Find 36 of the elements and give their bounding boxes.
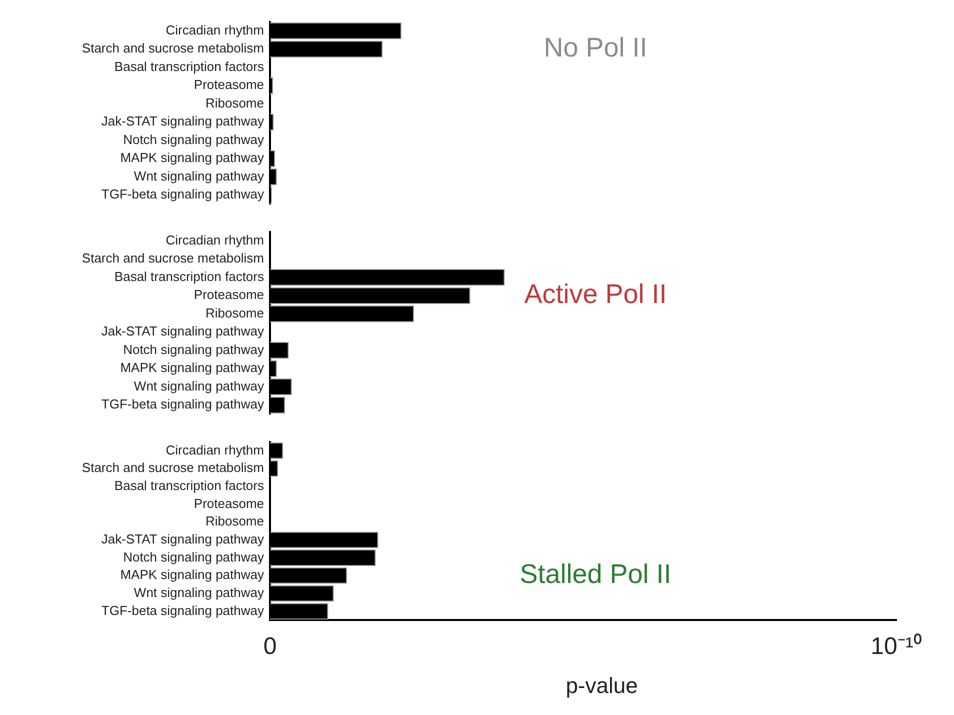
- y-tick-label: TGF-beta signaling pathway: [101, 602, 264, 618]
- y-tick-label: Wnt signaling pathway: [134, 585, 264, 600]
- y-tick-label: Circadian rhythm: [166, 22, 264, 38]
- y-tick-label: Proteasome: [194, 496, 264, 511]
- y-tick-label: Ribosome: [205, 95, 264, 110]
- y-tick-label: Starch and sucrose metabolism: [82, 40, 264, 56]
- y-tick-label: Wnt signaling pathway: [134, 378, 264, 394]
- x-axis-title: p-value: [566, 673, 638, 698]
- y-tick-label: Notch signaling pathway: [123, 132, 264, 147]
- text: Stalled Pol II: [520, 559, 672, 590]
- y-tick-label: Proteasome: [194, 77, 264, 92]
- y-tick-label: TGF-beta signaling pathway: [101, 186, 264, 202]
- y-tick-label: Jak-STAT signaling pathway: [101, 532, 264, 546]
- y-tick-label: Notch signaling pathway: [123, 549, 264, 564]
- text: Active Pol II: [524, 279, 667, 310]
- y-tick-label: Basal transcription factors: [114, 58, 264, 74]
- y-tick-label: Notch signaling pathway: [123, 342, 264, 357]
- y-tick-label: MAPK signaling pathway: [120, 360, 264, 376]
- y-tick-label: Circadian rhythm: [166, 232, 264, 248]
- y-tick-label: Starch and sucrose metabolism: [82, 460, 264, 476]
- y-tick-label: Jak-STAT signaling pathway: [101, 114, 264, 129]
- y-tick-label: Basal transcription factors: [114, 268, 264, 284]
- y-tick-label: Ribosome: [205, 514, 264, 529]
- chart-title: No Pol II: [544, 32, 648, 63]
- x-tick-label: 10⁻¹⁰: [870, 633, 922, 660]
- y-tick-label: Ribosome: [205, 305, 264, 320]
- y-tick-label: Wnt signaling pathway: [134, 168, 264, 184]
- y-tick-label: TGF-beta signaling pathway: [101, 396, 264, 412]
- y-tick-label: Circadian rhythm: [166, 442, 264, 458]
- y-tick-label: Starch and sucrose metabolism: [82, 250, 264, 266]
- y-tick-label: MAPK signaling pathway: [120, 567, 264, 582]
- y-tick-label: Basal transcription factors: [114, 478, 264, 493]
- x-tick-label: 0: [263, 633, 277, 660]
- y-tick-label: Proteasome: [194, 287, 264, 302]
- y-tick-label: Jak-STAT signaling pathway: [101, 324, 264, 339]
- y-tick-label: MAPK signaling pathway: [120, 150, 264, 166]
